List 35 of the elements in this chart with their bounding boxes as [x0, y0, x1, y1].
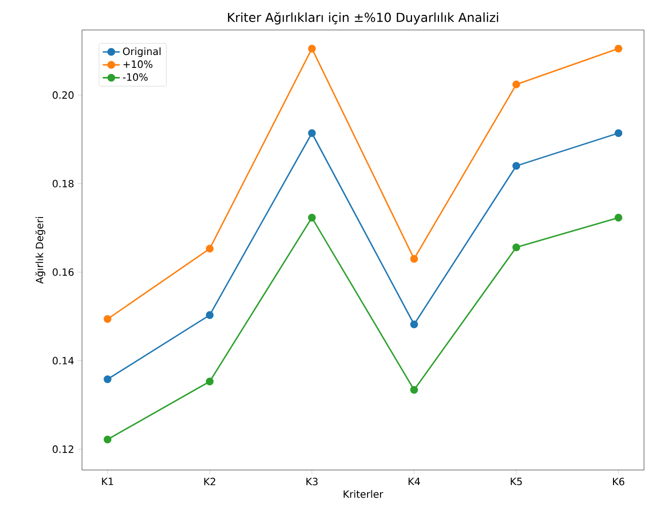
point [614, 214, 622, 222]
point [104, 375, 112, 384]
point [410, 254, 418, 263]
point [104, 315, 112, 323]
point [512, 243, 520, 252]
point [206, 244, 214, 253]
point [614, 44, 622, 52]
point [512, 162, 520, 170]
point [104, 436, 112, 444]
point [410, 320, 418, 328]
y-tick-label: 0.20 [52, 91, 74, 99]
y-tick-label: 0.12 [52, 445, 74, 453]
legend-label: Original [123, 47, 160, 58]
x-tick-label: K3 [306, 478, 318, 486]
point [308, 44, 316, 52]
point [410, 386, 418, 394]
point [308, 214, 316, 222]
chart-title: Kriter Ağırlıkları için ±%10 Duyarlılık Analizi [228, 12, 498, 24]
x-axis-title: Kriterler [344, 490, 384, 498]
y-tick-label: 0.14 [52, 356, 74, 364]
point [308, 129, 316, 138]
x-tick-label: K1 [102, 478, 114, 486]
x-tick-label: K5 [510, 478, 522, 486]
point [512, 80, 520, 88]
x-tick-label: K2 [204, 478, 216, 486]
y-axis-title: Ağırlık Değeri [35, 217, 46, 284]
legend-label: +10% [124, 60, 152, 68]
point [614, 129, 622, 138]
legend-label: -10% [122, 73, 148, 81]
point [206, 378, 214, 386]
y-tick-label: 0.16 [52, 268, 74, 276]
x-tick-label: K6 [613, 478, 624, 486]
point [206, 311, 214, 319]
y-tick-label: 0.18 [52, 180, 74, 188]
x-tick-label: K4 [408, 478, 420, 486]
